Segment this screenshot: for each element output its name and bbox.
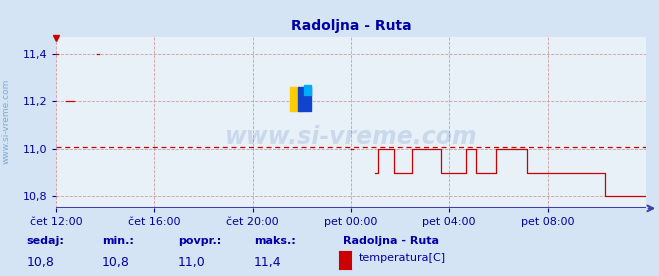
Title: Radoljna - Ruta: Radoljna - Ruta [291, 19, 411, 33]
Text: sedaj:: sedaj: [26, 236, 64, 246]
Text: 10,8: 10,8 [102, 256, 130, 269]
Text: min.:: min.: [102, 236, 134, 246]
Bar [304, 85, 312, 95]
Text: 10,8: 10,8 [26, 256, 54, 269]
Text: maks.:: maks.: [254, 236, 295, 246]
Text: www.si-vreme.com: www.si-vreme.com [225, 124, 477, 148]
Text: povpr.:: povpr.: [178, 236, 221, 246]
Text: 11,0: 11,0 [178, 256, 206, 269]
Bar [290, 87, 303, 111]
Text: www.si-vreme.com: www.si-vreme.com [2, 79, 11, 164]
Text: temperatura[C]: temperatura[C] [359, 253, 446, 263]
Text: Radoljna - Ruta: Radoljna - Ruta [343, 236, 439, 246]
Text: 11,4: 11,4 [254, 256, 281, 269]
Bar [299, 87, 312, 111]
